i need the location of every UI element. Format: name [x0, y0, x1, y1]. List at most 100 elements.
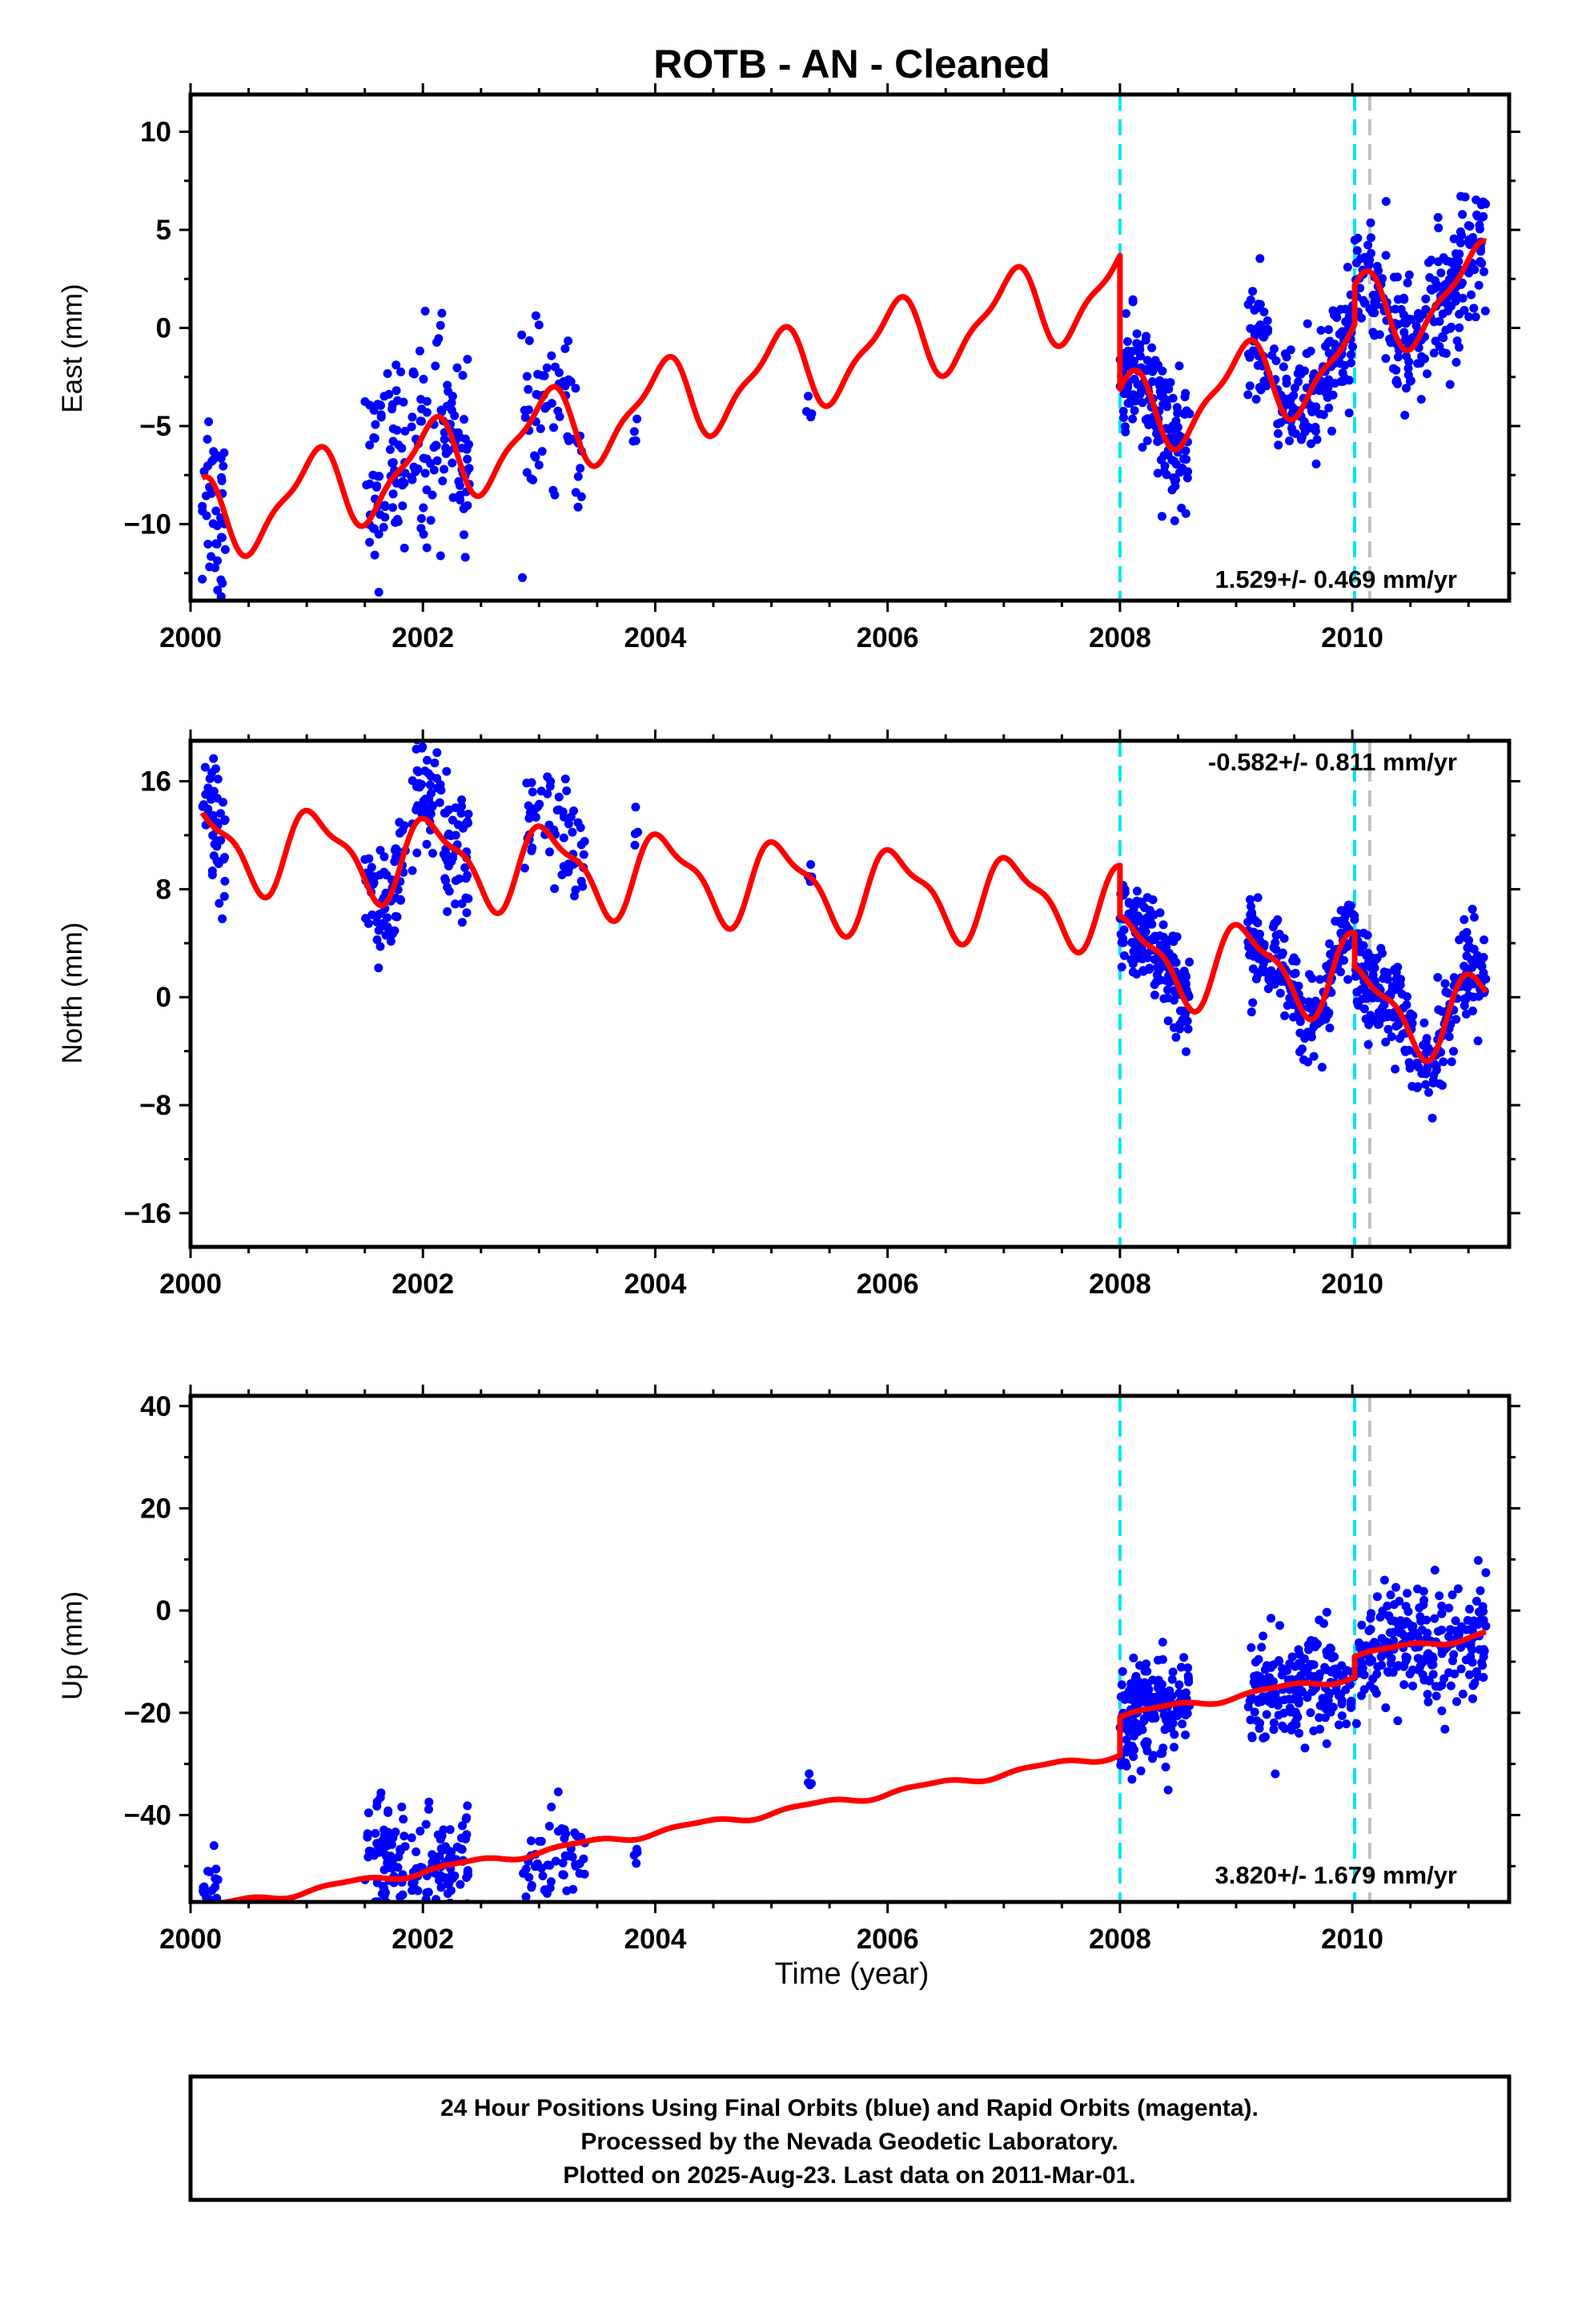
north-data-point	[559, 833, 568, 842]
up-x-tick-label: 2006	[857, 1924, 919, 1955]
up-data-point	[1174, 1680, 1184, 1690]
north-data-point	[1460, 961, 1469, 971]
caption-line-1: 24 Hour Positions Using Final Orbits (bl…	[440, 2095, 1259, 2121]
up-data-point	[1174, 1688, 1184, 1698]
east-data-point	[1328, 306, 1338, 316]
east-data-point	[1245, 352, 1255, 362]
up-data-point	[1423, 1655, 1433, 1665]
east-data-point	[1403, 364, 1413, 373]
up-data-point	[1287, 1721, 1297, 1731]
north-data-point	[1178, 1006, 1187, 1015]
up-data-point	[1129, 1752, 1138, 1761]
north-data-point	[446, 831, 456, 841]
north-data-point	[421, 794, 430, 804]
up-data-point	[396, 1844, 405, 1854]
east-data-point	[460, 530, 468, 540]
north-data-point	[1275, 929, 1284, 939]
north-data-point	[451, 876, 460, 886]
east-data-point	[209, 447, 219, 456]
east-data-point	[408, 475, 417, 485]
east-data-point	[365, 400, 375, 410]
east-data-point	[518, 573, 527, 582]
up-data-point	[1453, 1584, 1463, 1594]
north-data-point	[379, 867, 389, 877]
north-plot-frame	[188, 738, 1512, 1249]
up-data-point	[371, 1828, 380, 1838]
north-data-point	[1408, 1011, 1418, 1020]
up-data-point	[1466, 1639, 1476, 1649]
up-data-point	[1454, 1630, 1464, 1639]
east-data-point	[211, 563, 220, 573]
east-data-point	[1413, 359, 1423, 368]
up-data-point	[521, 1892, 531, 1902]
east-data-point	[1470, 265, 1480, 275]
north-data-point	[1258, 963, 1267, 973]
up-data-point	[1439, 1674, 1449, 1683]
north-data-point	[369, 878, 379, 887]
east-data-point	[534, 460, 544, 470]
east-data-point	[530, 451, 539, 460]
east-data-point	[1255, 254, 1265, 263]
east-data-point	[385, 444, 395, 454]
east-data-point	[419, 375, 428, 384]
up-data-point	[1337, 1661, 1347, 1671]
east-data-point	[550, 490, 560, 500]
north-data-point	[1162, 985, 1172, 995]
east-data-point	[428, 490, 437, 500]
east-data-point	[632, 414, 642, 424]
up-data-point	[1403, 1653, 1411, 1663]
up-data-point	[199, 1882, 209, 1892]
north-data-point	[1423, 1063, 1432, 1073]
east-data-point	[1475, 220, 1484, 230]
east-x-tick-label: 2010	[1321, 622, 1383, 653]
north-y-tick-label: 0	[156, 982, 171, 1013]
up-data-point	[1365, 1681, 1375, 1691]
north-data-point	[453, 820, 463, 830]
east-data-point	[203, 461, 213, 471]
north-data-point	[1280, 1011, 1290, 1020]
up-data-point	[213, 1875, 223, 1884]
up-data-point	[1451, 1616, 1460, 1626]
north-data-point	[1393, 963, 1403, 972]
up-data-point	[1269, 1660, 1279, 1670]
east-data-point	[554, 368, 564, 377]
north-data-point	[1169, 1023, 1178, 1032]
up-data-point	[1118, 1667, 1127, 1676]
up-data-point	[1399, 1680, 1409, 1690]
north-data-point	[451, 899, 460, 909]
up-data-point	[1158, 1748, 1167, 1758]
up-data-point	[632, 1844, 641, 1854]
up-data-point	[1378, 1606, 1387, 1616]
up-data-point	[1303, 1663, 1313, 1672]
east-data-point	[1352, 246, 1362, 255]
north-data-point	[1470, 912, 1479, 922]
north-data-point	[447, 857, 456, 866]
east-data-point	[1433, 213, 1443, 222]
east-data-point	[1449, 234, 1459, 243]
north-data-point	[1443, 988, 1453, 998]
up-data-point	[1431, 1682, 1440, 1691]
up-data-point	[1437, 1609, 1447, 1618]
east-data-point	[1263, 316, 1272, 325]
up-data-point	[1465, 1670, 1474, 1679]
east-data-point	[524, 336, 534, 345]
east-data-point	[1273, 428, 1283, 438]
north-data-point	[1387, 982, 1397, 991]
east-y-tick-label: −5	[139, 411, 171, 442]
east-data-point	[1285, 436, 1294, 445]
up-data-point	[411, 1884, 420, 1893]
up-data-point	[1377, 1660, 1387, 1670]
up-data-point	[372, 1839, 382, 1848]
north-data-point	[375, 846, 385, 855]
up-data-point	[1271, 1690, 1280, 1699]
north-data-point	[1141, 922, 1150, 931]
east-data-point	[1307, 404, 1316, 414]
east-data-point	[415, 346, 424, 356]
up-data-point	[1336, 1690, 1345, 1699]
east-data-point	[1286, 393, 1295, 403]
up-y-tick-label: 40	[140, 1391, 171, 1422]
north-data-point	[1463, 983, 1472, 992]
east-data-point	[400, 543, 409, 553]
north-data-point	[1336, 967, 1345, 977]
east-data-point	[536, 424, 545, 433]
